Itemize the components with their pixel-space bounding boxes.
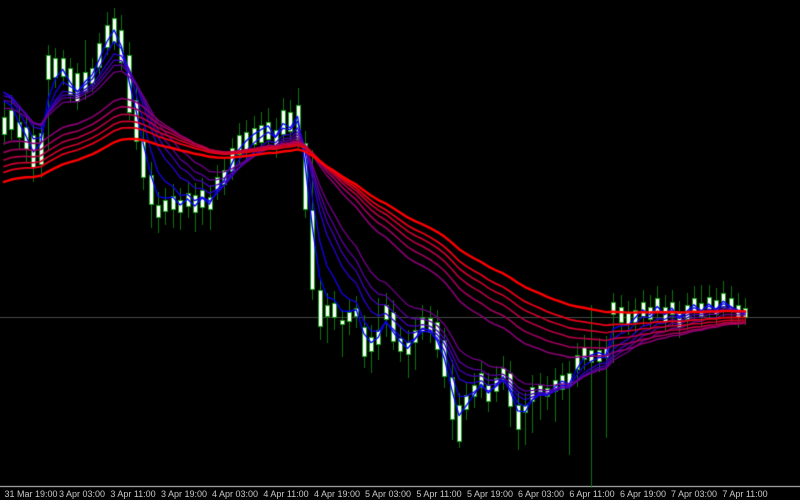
time-axis-label: 5 Apr 03:00	[364, 489, 412, 499]
time-axis-label: 7 Apr 03:00	[670, 489, 718, 499]
time-axis-label: 6 Apr 19:00	[619, 489, 667, 499]
time-axis-label: 4 Apr 11:00	[263, 489, 309, 499]
time-axis-label: 6 Apr 11:00	[569, 489, 615, 499]
time-axis-label: 3 Apr 19:00	[160, 489, 208, 499]
time-axis-label: 7 Apr 11:00	[722, 489, 768, 499]
time-axis-label: 31 Mar 19:00	[4, 489, 58, 499]
time-axis-label: 3 Apr 11:00	[110, 489, 156, 499]
time-axis-label: 5 Apr 19:00	[466, 489, 514, 499]
time-axis-label: 5 Apr 11:00	[416, 489, 462, 499]
time-axis-label: 6 Apr 03:00	[517, 489, 565, 499]
time-axis-label: 4 Apr 19:00	[313, 489, 361, 499]
time-axis-label: 3 Apr 03:00	[58, 489, 106, 499]
time-axis-label: 4 Apr 03:00	[211, 489, 259, 499]
time-axis[interactable]: 31 Mar 19:00 3 Apr 03:00 3 Apr 11:00 3 Apr …	[0, 486, 800, 500]
